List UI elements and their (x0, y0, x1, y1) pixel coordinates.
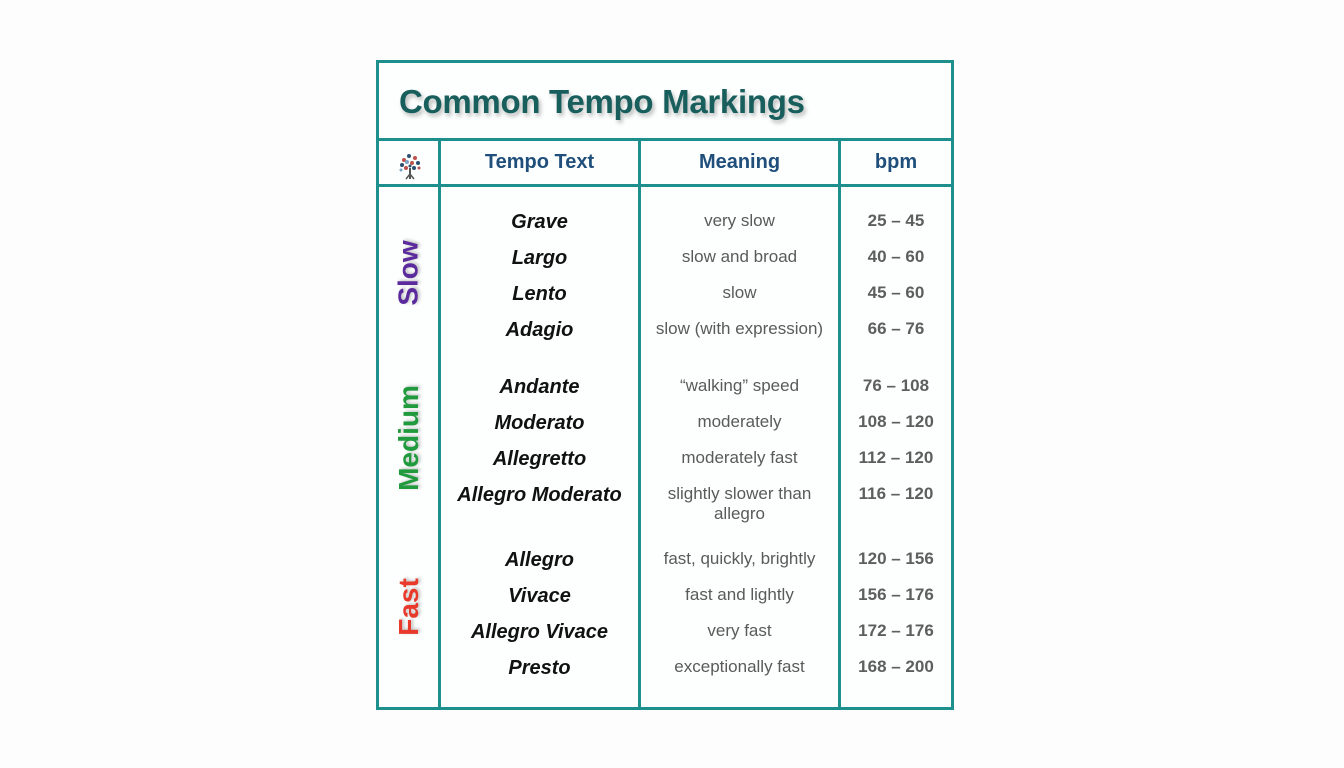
meaning-text: very slow (704, 211, 775, 230)
table-row: Grave very slow 25 – 45 (379, 211, 951, 247)
table-row: Allegro Moderato slightly slower than al… (379, 484, 951, 532)
meaning-text: moderately fast (681, 448, 798, 467)
table-row: Lento slow 45 – 60 (379, 283, 951, 319)
bpm-range: 120 – 156 (858, 549, 934, 568)
bpm-range: 168 – 200 (858, 657, 934, 676)
meaning-text: exceptionally fast (674, 657, 805, 676)
meaning-text: fast, quickly, brightly (663, 549, 816, 568)
bpm-range: 76 – 108 (862, 376, 930, 395)
tempo-text: Presto (508, 657, 571, 679)
header-bpm: bpm (874, 151, 918, 173)
column-divider (438, 141, 441, 707)
tempo-text: Moderato (494, 412, 585, 434)
tempo-text: Allegretto (492, 448, 587, 470)
column-divider (838, 141, 841, 707)
table-row: Andante “walking” speed 76 – 108 (379, 376, 951, 412)
meaning-text: slow and broad (681, 247, 798, 266)
meaning-text: slightly slower than allegro (667, 484, 812, 523)
bpm-range: 25 – 45 (867, 211, 925, 230)
bpm-range: 66 – 76 (867, 319, 925, 338)
meaning-text: “walking” speed (679, 376, 800, 395)
bpm-range: 45 – 60 (867, 283, 925, 302)
table-row: Allegro fast, quickly, brightly 120 – 15… (379, 549, 951, 585)
title-row: Common Tempo Markings (379, 63, 951, 141)
tempo-text: Allegro (505, 549, 574, 571)
table-row: Largo slow and broad 40 – 60 (379, 247, 951, 283)
table-row: Allegretto moderately fast 112 – 120 (379, 448, 951, 484)
table-row: Allegro Vivace very fast 172 – 176 (379, 621, 951, 657)
table-row: Adagio slow (with expression) 66 – 76 (379, 319, 951, 355)
table-row: Moderato moderately 108 – 120 (379, 412, 951, 448)
bpm-range: 156 – 176 (858, 585, 934, 604)
bpm-range: 112 – 120 (858, 448, 934, 467)
column-divider (638, 141, 641, 707)
tree-icon (399, 154, 421, 180)
tempo-text: Allegro Moderato (457, 484, 622, 506)
bpm-range: 172 – 176 (858, 621, 934, 640)
tempo-text: Lento (512, 283, 567, 305)
table-row: Vivace fast and lightly 156 – 176 (379, 585, 951, 621)
meaning-text: fast and lightly (685, 585, 794, 604)
meaning-text: moderately (697, 412, 782, 431)
header-tempo-text: Tempo Text (484, 151, 595, 173)
tempo-text: Largo (511, 247, 568, 269)
tempo-text: Adagio (505, 319, 574, 341)
tempo-table-card: Common Tempo Markings Tempo Text Meaning… (376, 60, 954, 710)
meaning-text: slow (with expression) (655, 319, 824, 338)
tempo-text: Vivace (508, 585, 571, 607)
bpm-range: 108 – 120 (858, 412, 934, 431)
header-divider (379, 184, 951, 187)
tempo-text: Allegro Vivace (470, 621, 609, 643)
meaning-text: slow (722, 283, 757, 302)
page-title: Common Tempo Markings (399, 83, 805, 120)
header-meaning: Meaning (698, 151, 781, 173)
bpm-range: 40 – 60 (867, 247, 925, 266)
tempo-text: Grave (511, 211, 568, 233)
tempo-text: Andante (499, 376, 580, 398)
table-row: Presto exceptionally fast 168 – 200 (379, 657, 951, 693)
meaning-text: very fast (707, 621, 772, 640)
bpm-range: 116 – 120 (858, 484, 934, 503)
